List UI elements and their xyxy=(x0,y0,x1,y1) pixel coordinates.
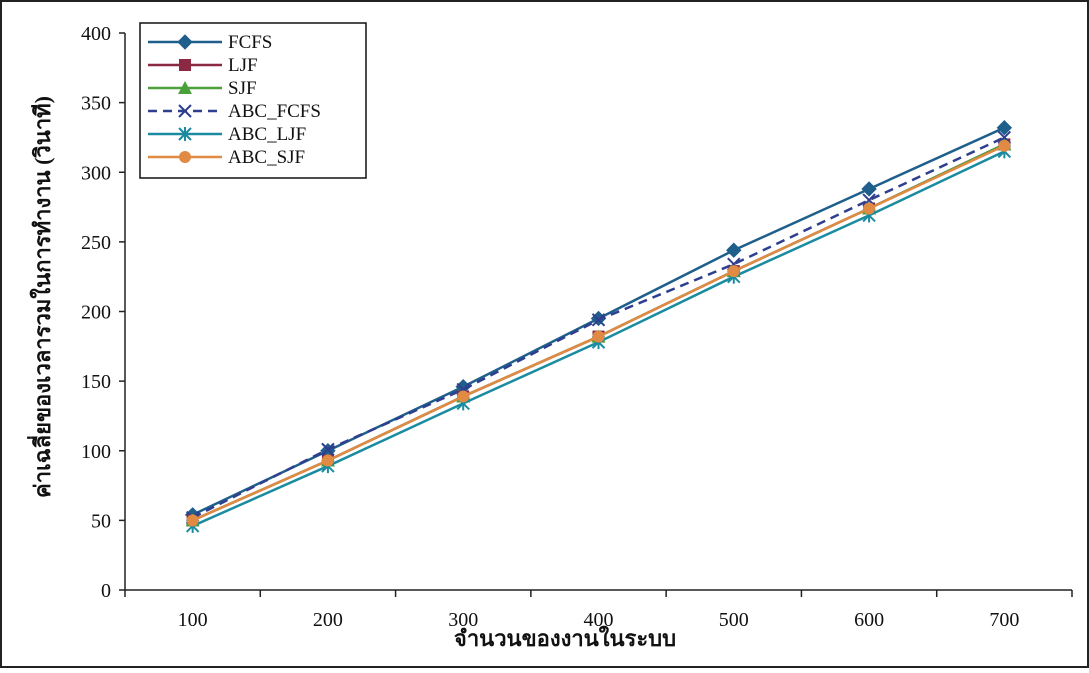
y-tick-label: 350 xyxy=(81,93,111,115)
y-tick-label: 250 xyxy=(81,232,111,254)
x-tick-label: 700 xyxy=(989,609,1019,631)
series-abc-sjf xyxy=(186,139,1011,527)
legend-swatch-marker xyxy=(178,127,192,141)
legend-label: ABC_FCFS xyxy=(228,101,321,122)
legend-entry: LJF xyxy=(148,55,258,76)
legend-swatch-marker xyxy=(179,151,191,163)
data-point xyxy=(321,442,335,457)
legend-entry: ABC_FCFS xyxy=(148,101,321,122)
legend-entry: ABC_LJF xyxy=(148,124,306,145)
legend-entry: SJF xyxy=(148,78,257,99)
legend-label: ABC_SJF xyxy=(228,147,305,168)
x-tick-label: 600 xyxy=(854,609,884,631)
x-tick-label: 300 xyxy=(448,609,478,631)
y-tick-label: 0 xyxy=(101,580,111,602)
y-tick-label: 100 xyxy=(81,441,111,463)
marker-stroke xyxy=(591,313,606,327)
series-layer xyxy=(184,119,1013,533)
y-tick-label: 200 xyxy=(81,302,111,324)
legend-box xyxy=(139,22,367,179)
data-point xyxy=(591,313,606,327)
data-point xyxy=(727,265,740,278)
x-tick-label: 400 xyxy=(584,609,614,631)
y-tick-label: 150 xyxy=(81,371,111,393)
x-tick-label: 100 xyxy=(178,609,208,631)
data-point xyxy=(863,202,876,215)
data-point xyxy=(457,390,470,403)
legend-entry: ABC_SJF xyxy=(148,147,305,168)
legend-swatch-marker xyxy=(178,104,192,118)
data-point xyxy=(186,514,199,527)
legend-entry: FCFS xyxy=(148,32,272,53)
y-tick-label: 400 xyxy=(81,23,111,45)
legend-swatch-marker xyxy=(179,59,191,71)
legend-swatch-marker xyxy=(178,81,192,94)
data-point xyxy=(996,119,1013,136)
legend-label: SJF xyxy=(228,78,257,99)
marker-stroke xyxy=(321,442,335,457)
x-tick-label: 200 xyxy=(313,609,343,631)
x-axis-title: จำนวนของงานในระบบ xyxy=(454,625,676,651)
marker-stroke xyxy=(178,104,192,118)
data-point xyxy=(726,242,742,258)
data-point xyxy=(321,454,334,467)
data-point xyxy=(998,139,1011,152)
legend-label: FCFS xyxy=(228,32,272,53)
y-tick-label: 300 xyxy=(81,162,111,184)
x-axis-ticks: 100 200 300 400 500 600 700 xyxy=(124,590,1073,631)
x-tick-label: 500 xyxy=(719,609,749,631)
legend-label: ABC_LJF xyxy=(228,124,306,145)
y-axis-ticks: 0 50 100 150 200 250 300 350 400 xyxy=(81,23,125,602)
data-point xyxy=(861,181,877,197)
y-tick-label: 50 xyxy=(91,510,111,532)
data-point xyxy=(592,330,605,343)
y-axis-title: ค่าเฉลี่ยของเวลารวมในการทำงาน (วินาที) xyxy=(26,96,55,498)
legend-swatch-marker xyxy=(177,34,193,50)
legend-label: LJF xyxy=(228,55,258,76)
